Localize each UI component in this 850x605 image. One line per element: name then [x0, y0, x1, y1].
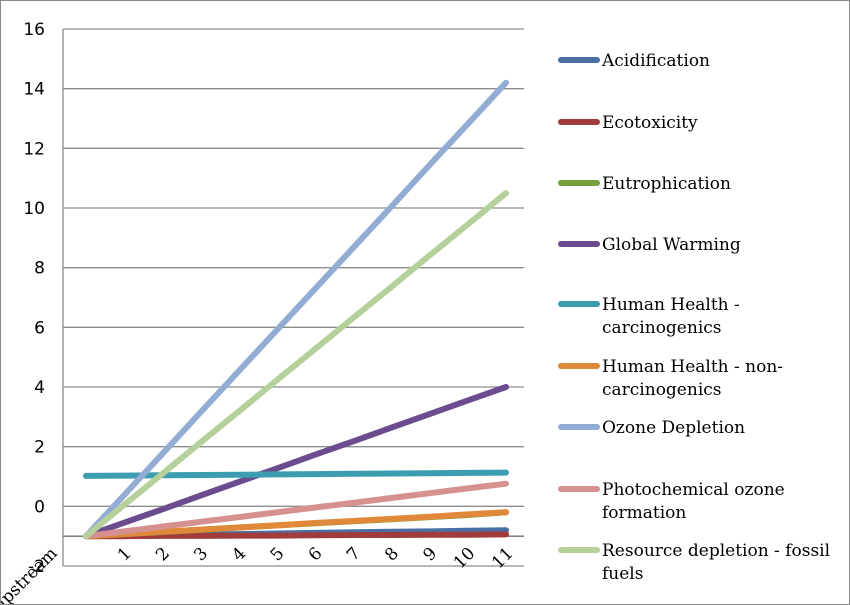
- series-line-8: [83, 190, 509, 540]
- y-tick-label: 4: [34, 378, 45, 398]
- data-series: [83, 79, 509, 540]
- series-line-4: [83, 469, 509, 479]
- legend: Acidification Ecotoxicity Eutrophication Gl…: [558, 51, 830, 584]
- legend-entry: Photochemical ozone formation: [558, 480, 785, 523]
- legend-label: Eutrophication: [602, 174, 731, 194]
- x-tick-label: upstream: [1, 544, 62, 604]
- x-tick-label: 5: [267, 544, 289, 566]
- x-tick-label: 11: [488, 544, 517, 573]
- y-tick-label: 0: [34, 497, 45, 517]
- legend-label: Human Health -carcinogenics: [602, 295, 740, 338]
- series-line-7: [83, 480, 509, 540]
- x-tick-label: 8: [381, 544, 403, 566]
- x-tick-label: 2: [152, 544, 174, 566]
- y-tick-label: 8: [34, 259, 45, 279]
- y-tick-label: -2: [28, 557, 45, 577]
- x-tick-label: 7: [343, 544, 365, 566]
- legend-entry: Human Health -carcinogenics: [558, 295, 740, 338]
- legend-label: Photochemical ozone formation: [602, 480, 785, 523]
- legend-label: Global Warming: [602, 235, 741, 255]
- legend-entry: Resource depletion - fossil fuels: [558, 541, 830, 584]
- legend-label: Ozone Depletion: [602, 418, 745, 438]
- x-tick-label: 10: [450, 544, 479, 573]
- series-line-6: [83, 79, 509, 540]
- y-tick-label: 14: [23, 80, 45, 100]
- gridlines: [63, 28, 524, 567]
- legend-entry: Human Health - non-carcinogenics: [558, 357, 783, 400]
- x-tick-label: 6: [305, 544, 327, 566]
- legend-entry: Acidification: [558, 51, 710, 71]
- legend-label: Human Health - non-carcinogenics: [602, 357, 783, 400]
- x-tick-label: 4: [228, 544, 250, 566]
- y-tick-label: 6: [34, 318, 45, 338]
- x-tick-label: 3: [190, 544, 212, 566]
- y-axis-tick-labels: -2 0 2 4 6 8 10 12 14 16: [23, 20, 45, 577]
- legend-label: Resource depletion - fossil fuels: [602, 541, 830, 584]
- x-tick-label: 9: [419, 544, 441, 566]
- legend-entry: Ecotoxicity: [558, 113, 698, 133]
- y-tick-label: 10: [23, 199, 45, 219]
- y-tick-label: 2: [34, 438, 45, 458]
- series-line-1: [83, 531, 509, 540]
- legend-entry: Eutrophication: [558, 174, 731, 194]
- x-tick-label: 1: [114, 544, 136, 566]
- x-axis-tick-labels: upstream 1 2 3 4 5 6 7 8 9 10 11: [1, 544, 518, 604]
- legend-entry: Global Warming: [558, 235, 741, 255]
- y-tick-label: 16: [23, 20, 45, 40]
- legend-entry: Ozone Depletion: [558, 418, 745, 438]
- legend-label: Acidification: [601, 51, 710, 71]
- legend-label: Ecotoxicity: [602, 113, 698, 133]
- series-line-3: [83, 384, 509, 540]
- series-line-5: [83, 509, 509, 540]
- y-tick-label: 12: [23, 139, 45, 159]
